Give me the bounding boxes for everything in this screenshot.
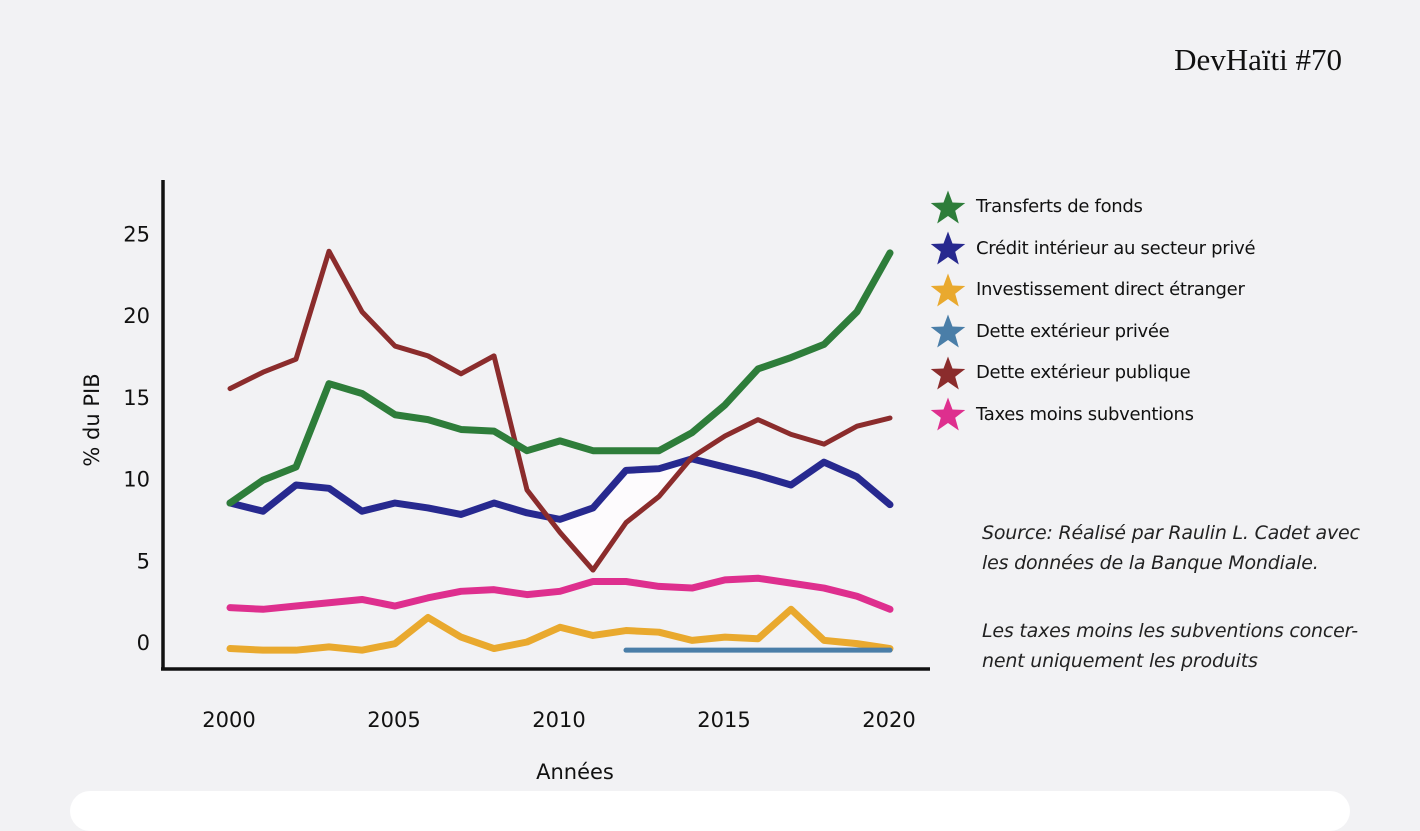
legend-item: Dette extérieur publique [930, 352, 1255, 394]
source-note: Source: Réalisé par Raulin L. Cadet avec… [982, 518, 1362, 578]
star-icon [930, 355, 966, 391]
star-icon [930, 189, 966, 225]
x-tick-label: 2015 [697, 708, 750, 732]
series-line-2 [230, 609, 890, 650]
taxes-note: Les taxes moins les subventions concer-n… [982, 616, 1362, 676]
star-icon [930, 230, 966, 266]
x-tick-label: 2010 [532, 708, 585, 732]
legend-item: Investissement direct étranger [930, 269, 1255, 311]
y-tick-label: 25 [123, 222, 150, 246]
x-tick-label: 2005 [367, 708, 420, 732]
legend-label: Transferts de fonds [976, 196, 1143, 217]
star-icon [930, 396, 966, 432]
y-tick-label: 5 [137, 549, 150, 573]
star-icon [930, 313, 966, 349]
y-axis-title: % du PIB [80, 373, 104, 466]
x-tick-label: 2020 [862, 708, 915, 732]
x-tick-label: 2000 [202, 708, 255, 732]
legend-item: Crédit intérieur au secteur privé [930, 228, 1255, 270]
y-tick-label: 15 [123, 386, 150, 410]
legend-label: Investissement direct étranger [976, 279, 1245, 300]
legend-label: Taxes moins subventions [976, 404, 1194, 425]
series-lines [230, 251, 890, 650]
series-line-0 [230, 253, 890, 503]
bottom-panel [70, 791, 1350, 831]
series-line-5 [230, 578, 890, 609]
legend: Transferts de fonds Crédit intérieur au s… [930, 186, 1255, 435]
legend-label: Crédit intérieur au secteur privé [976, 238, 1255, 259]
y-tick-label: 10 [123, 468, 150, 492]
legend-item: Dette extérieur privée [930, 311, 1255, 353]
star-icon [930, 272, 966, 308]
series-line-1 [230, 459, 890, 519]
legend-label: Dette extérieur publique [976, 362, 1190, 383]
y-tick-label: 20 [123, 304, 150, 328]
y-tick-label: 0 [137, 631, 150, 655]
x-axis-title: Années [536, 760, 614, 784]
legend-label: Dette extérieur privée [976, 321, 1169, 342]
legend-item: Transferts de fonds [930, 186, 1255, 228]
legend-item: Taxes moins subventions [930, 394, 1255, 436]
